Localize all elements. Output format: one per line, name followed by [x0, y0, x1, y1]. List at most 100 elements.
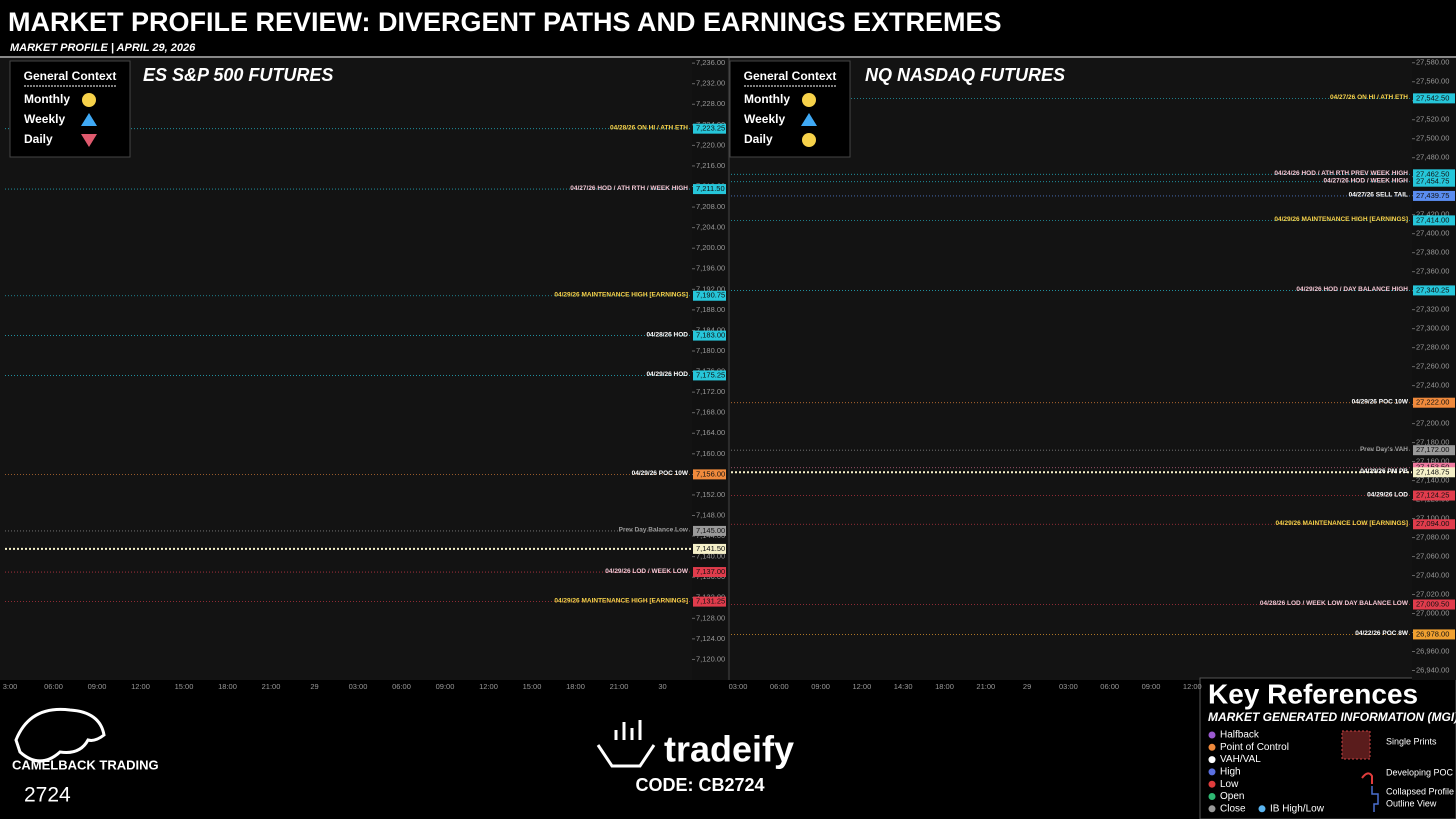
- price-tag-label: 27,124.25: [1416, 491, 1449, 500]
- x-tick-label: 14:30: [894, 682, 913, 691]
- level-label: Prev Day's VAH: [1360, 446, 1408, 453]
- y-tick-label: 27,520.00: [1416, 115, 1449, 124]
- y-tick-label: 7,172.00: [696, 387, 725, 396]
- key-item: Open: [1220, 791, 1244, 802]
- x-tick-label: 09:00: [1142, 682, 1161, 691]
- x-tick-label: 09:00: [88, 682, 107, 691]
- price-tag: [1413, 176, 1455, 187]
- y-tick-label: 27,080.00: [1416, 533, 1449, 542]
- context-item: Daily: [24, 132, 53, 146]
- price-tag: [1413, 445, 1455, 456]
- panel-title: ES S&P 500 FUTURES: [143, 65, 333, 85]
- price-tag: [693, 330, 726, 341]
- y-tick-label: 27,380.00: [1416, 248, 1449, 257]
- key-visual: Collapsed Profile: [1386, 786, 1454, 796]
- brand-code: CODE: CB2724: [635, 775, 764, 795]
- x-tick-label: 06:00: [44, 682, 63, 691]
- y-tick-label: 7,160.00: [696, 449, 725, 458]
- x-tick-label: 21:00: [262, 682, 281, 691]
- context-icon: [81, 113, 97, 126]
- price-tag-label: 7,175.25: [696, 370, 725, 379]
- price-tag-label: 7,183.00: [696, 331, 725, 340]
- level-label: 04/29/26 PM PB: [1360, 468, 1408, 475]
- price-tag-label: 27,094.00: [1416, 519, 1449, 528]
- y-tick-label: 7,188.00: [696, 305, 725, 314]
- y-tick-label: 7,204.00: [696, 223, 725, 232]
- level-label: 04/29/26 MAINTENANCE HIGH [EARNINGS]: [554, 597, 688, 604]
- key-dot: [1208, 793, 1216, 800]
- x-tick-label: 21:00: [976, 682, 995, 691]
- y-tick-label: 7,216.00: [696, 161, 725, 170]
- level-label: 04/28/26 ON HI / ATH ETH: [610, 124, 688, 131]
- plot-bg: [0, 58, 1456, 680]
- key-item: IB High/Low: [1270, 803, 1325, 814]
- price-tag: [693, 469, 726, 480]
- price-tag: [693, 567, 726, 578]
- level-label: 04/29/26 MAINTENANCE HIGH [EARNINGS]: [554, 291, 688, 298]
- tradeify-icon: [596, 720, 656, 768]
- price-tag: [1413, 93, 1455, 104]
- price-tag: [693, 123, 726, 134]
- price-tag-label: 7,131.25: [696, 597, 725, 606]
- context-box: [729, 60, 851, 158]
- y-tick-label: 27,200.00: [1416, 419, 1449, 428]
- key-item: Halfback: [1220, 730, 1260, 741]
- y-tick-label: 7,192.00: [696, 284, 725, 293]
- level-label: 04/24/26 HOD / ATH RTH PREV WEEK HIGH: [1274, 170, 1408, 177]
- dev-poc-icon: [1361, 772, 1373, 784]
- level-label: 04/27/26 HOD / WEEK HIGH: [1323, 177, 1408, 184]
- x-tick-label: 06:00: [392, 682, 411, 691]
- y-tick-label: 7,148.00: [696, 510, 725, 519]
- y-tick-label: 7,236.00: [696, 58, 725, 67]
- y-tick-label: 27,360.00: [1416, 267, 1449, 276]
- level-label: 04/28/26 LOD / WEEK LOW DAY BALANCE LOW: [1260, 600, 1409, 607]
- context-item: Weekly: [744, 112, 785, 126]
- level-label: 04/27/26 HOD / ATH RTH / WEEK HIGH: [570, 185, 688, 192]
- x-tick-label: 12:00: [853, 682, 872, 691]
- y-axis-bg: [1412, 58, 1456, 680]
- price-tag: [1413, 519, 1455, 530]
- price-tag: [1413, 169, 1455, 180]
- price-tag-label: 7,211.50: [696, 184, 725, 193]
- context-icon: [802, 93, 816, 107]
- price-tag-label: 7,223.25: [696, 124, 725, 133]
- x-tick-label: 29: [310, 682, 318, 691]
- key-dot: [1208, 768, 1216, 776]
- y-tick-label: 27,500.00: [1416, 134, 1449, 143]
- price-tag-label: 27,462.50: [1416, 169, 1449, 178]
- brand-number: 2724: [24, 784, 71, 807]
- context-title: General Context: [744, 69, 837, 83]
- level-label: 04/29/26 LOD: [1367, 491, 1408, 498]
- key-visual: Developing POC: [1386, 767, 1454, 777]
- context-item: Monthly: [744, 92, 790, 106]
- key-title: Key References: [1208, 678, 1418, 709]
- context-icon: [801, 113, 817, 126]
- context-box: [9, 60, 131, 158]
- y-tick-label: 7,120.00: [696, 654, 725, 663]
- price-tag-label: 27,009.50: [1416, 599, 1449, 608]
- price-tag-label: 27,414.00: [1416, 215, 1449, 224]
- key-item: Point of Control: [1220, 742, 1289, 753]
- level-label: 04/29/26 MAINTENANCE LOW [EARNINGS]: [1275, 520, 1408, 527]
- price-tag-label: 7,156.00: [696, 469, 725, 478]
- x-tick-label: 18:00: [935, 682, 954, 691]
- y-tick-label: 27,400.00: [1416, 229, 1449, 238]
- x-tick-label: 06:00: [770, 682, 789, 691]
- context-item: Daily: [744, 132, 773, 146]
- key-dot: [1208, 780, 1216, 788]
- y-tick-label: 27,060.00: [1416, 552, 1449, 561]
- price-tag: [693, 596, 726, 607]
- y-tick-label: 27,040.00: [1416, 571, 1449, 580]
- level-label: 04/29/26 LOD / WEEK LOW: [605, 568, 689, 575]
- y-tick-label: 7,164.00: [696, 428, 725, 437]
- context-title: General Context: [24, 69, 117, 83]
- page-subtitle: MARKET PROFILE | APRIL 29, 2026: [10, 42, 196, 54]
- price-tag-label: 27,542.50: [1416, 93, 1449, 102]
- single-print-icon: [1341, 730, 1371, 760]
- context-icon: [82, 93, 96, 107]
- level-label: 04/27/26 SELL TAIL: [1349, 192, 1408, 199]
- x-tick-label: 09:00: [811, 682, 830, 691]
- y-tick-label: 7,228.00: [696, 99, 725, 108]
- price-tag: [693, 290, 726, 301]
